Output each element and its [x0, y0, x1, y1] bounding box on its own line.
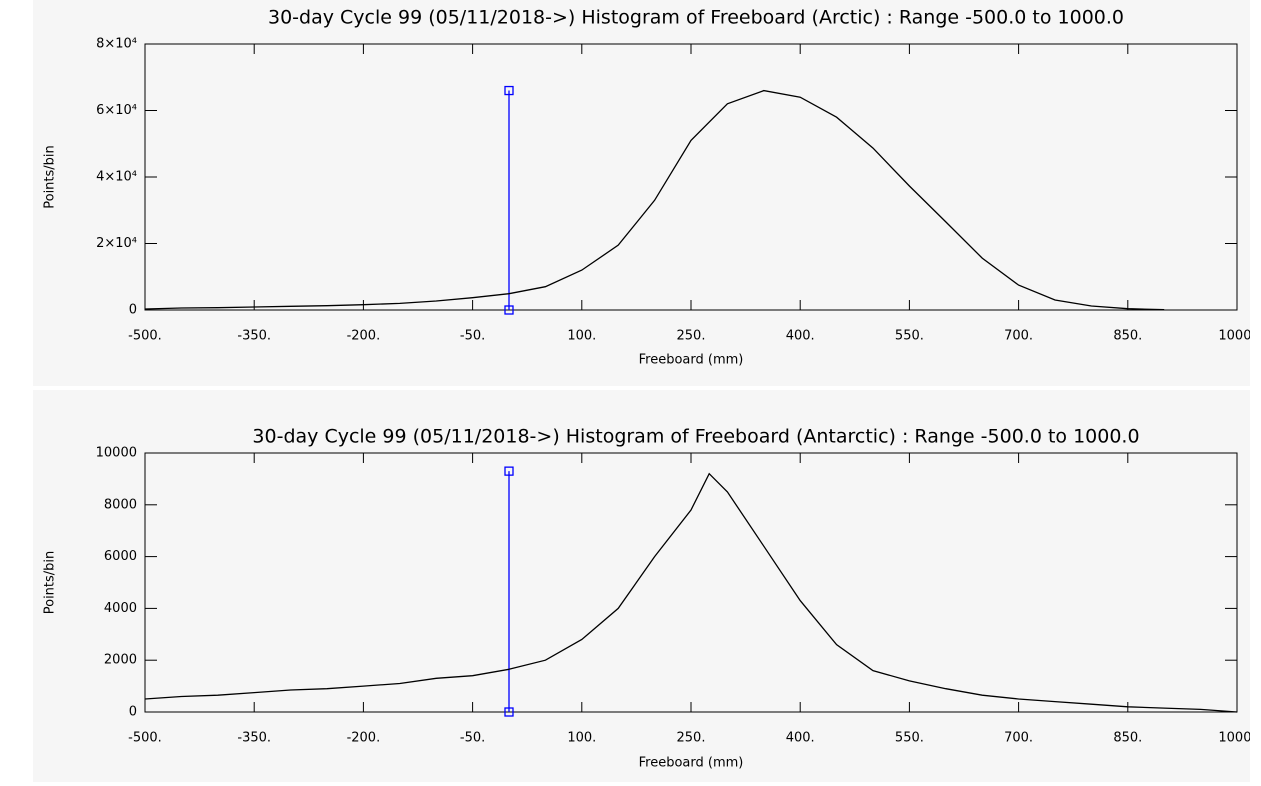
- x-tick-label: -200.: [347, 329, 381, 344]
- panel: 30-day Cycle 99 (05/11/2018->) Histogram…: [33, 0, 1255, 386]
- y-tick-label: 0: [129, 705, 137, 720]
- y-tick-label: 8000: [104, 497, 137, 512]
- marker-end: [504, 85, 514, 96]
- x-tick-label: 550.: [895, 731, 924, 746]
- x-tick-label: -350.: [237, 329, 271, 344]
- x-tick-label: 250.: [677, 329, 706, 344]
- x-tick-label: -50.: [460, 329, 485, 344]
- data-line: [144, 472, 1238, 713]
- y-tick-label: 2000: [104, 653, 137, 668]
- x-tick-label: -500.: [128, 731, 162, 746]
- y-tick-label: 4000: [104, 601, 137, 616]
- marker-end: [504, 466, 514, 476]
- x-axis-label: Freeboard (mm): [639, 353, 744, 368]
- x-tick-label: 250.: [677, 731, 706, 746]
- x-tick-label: -350.: [237, 731, 271, 746]
- y-tick-label: 2×10⁴: [96, 236, 137, 251]
- x-tick-label: 1000.: [1218, 329, 1255, 344]
- x-tick-label: -50.: [460, 731, 485, 746]
- x-tick-label: 850.: [1113, 731, 1142, 746]
- x-tick-label: 550.: [895, 329, 924, 344]
- y-tick-label: 6000: [104, 549, 137, 564]
- x-tick-label: 700.: [1004, 329, 1033, 344]
- y-axis-label: Points/bin: [43, 145, 58, 209]
- x-tick-label: 850.: [1113, 329, 1142, 344]
- marker-end: [504, 707, 514, 717]
- y-tick-label: 8×10⁴: [96, 37, 137, 52]
- x-tick-label: 400.: [786, 731, 815, 746]
- x-tick-label: 700.: [1004, 731, 1033, 746]
- panel: 30-day Cycle 99 (05/11/2018->) Histogram…: [33, 390, 1255, 782]
- x-tick-label: 1000.: [1218, 731, 1255, 746]
- x-axis-label: Freeboard (mm): [639, 756, 744, 771]
- data-line: [144, 89, 1165, 311]
- panel-background: [33, 0, 1250, 386]
- x-tick-label: 100.: [567, 731, 596, 746]
- y-axis-label: Points/bin: [43, 551, 58, 615]
- y-tick-label: 6×10⁴: [96, 103, 137, 118]
- x-tick-label: -200.: [347, 731, 381, 746]
- chart-title: 30-day Cycle 99 (05/11/2018->) Histogram…: [252, 426, 1139, 448]
- chart-title: 30-day Cycle 99 (05/11/2018->) Histogram…: [268, 7, 1124, 29]
- x-tick-label: -500.: [128, 329, 162, 344]
- panel-background: [33, 390, 1250, 782]
- marker-end: [504, 305, 514, 315]
- y-tick-label: 4×10⁴: [96, 170, 137, 185]
- x-tick-label: 100.: [567, 329, 596, 344]
- y-tick-label: 0: [129, 303, 137, 318]
- x-tick-label: 400.: [786, 329, 815, 344]
- y-tick-label: 10000: [96, 446, 137, 461]
